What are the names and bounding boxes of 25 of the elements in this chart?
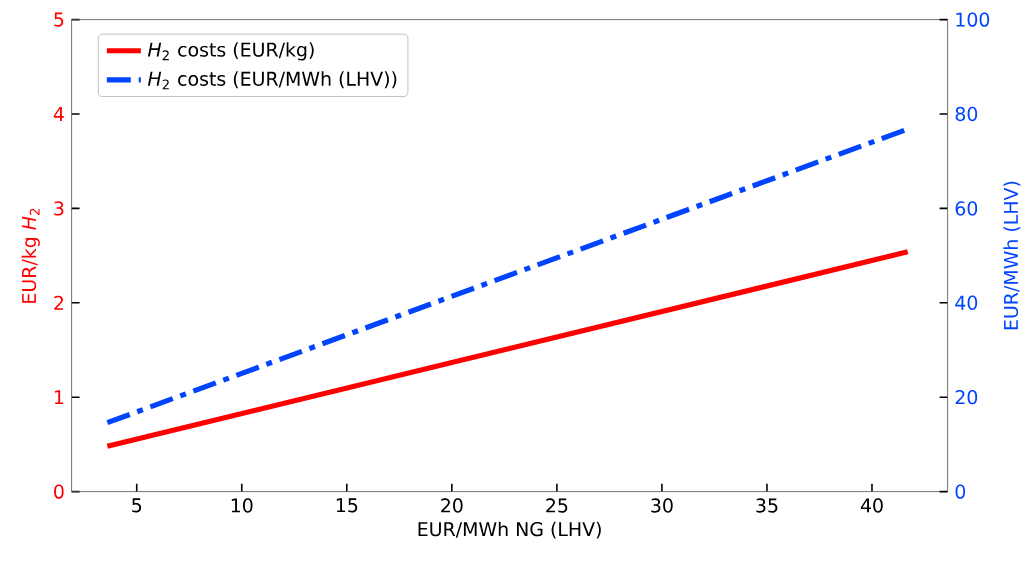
y-tick-label: 4: [53, 107, 64, 121]
y2-tick-label: 60: [955, 201, 978, 216]
x-tick-label: 25: [546, 498, 568, 513]
y-tick-label: 1: [54, 390, 64, 405]
x-tick-label: 40: [860, 498, 883, 513]
legend-label: H$_{2}$ costs (EUR/kg): [147, 42, 314, 61]
x-tick-label: 20: [441, 498, 463, 513]
y2-tick-label: 100: [956, 12, 990, 27]
y-tick-label: 0: [54, 484, 64, 499]
y2-tick-label: 80: [955, 106, 978, 122]
legend-label: H$_{2}$ costs (EUR/MWh (LHV)): [147, 71, 397, 90]
y-tick-label: 3: [54, 201, 64, 216]
x-tick-label: 5: [132, 498, 142, 513]
x-tick-label: 30: [651, 498, 673, 513]
x-tick-label: 35: [756, 498, 778, 513]
y2-tick-label: 20: [955, 390, 978, 405]
y2-tick-label: 0: [955, 484, 966, 499]
x-tick-label: 15: [336, 498, 358, 513]
y2-axis-title: EUR/MWh (LHV): [1003, 181, 1021, 330]
x-axis-title: EUR/MWh NG (LHV): [418, 521, 601, 539]
x-tick-label: 10: [231, 498, 253, 513]
y-tick-label: 2: [54, 295, 64, 310]
y-tick-label: 5: [54, 12, 64, 27]
y-axis-title: EUR/kg H$_{2}$: [21, 208, 40, 303]
y2-tick-label: 40: [955, 295, 978, 310]
